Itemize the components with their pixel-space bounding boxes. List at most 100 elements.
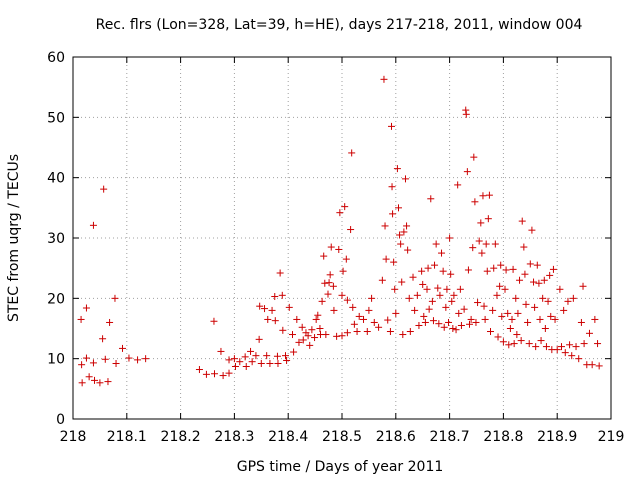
data-point <box>387 122 395 130</box>
data-point <box>375 323 383 331</box>
data-point <box>363 328 371 336</box>
data-point <box>382 255 390 263</box>
x-tick-label: 218.6 <box>376 429 416 445</box>
data-point <box>333 332 341 340</box>
data-point <box>577 318 585 326</box>
data-point <box>236 358 244 366</box>
data-point <box>533 261 541 269</box>
data-point <box>274 359 282 367</box>
data-point <box>530 278 538 286</box>
data-point <box>242 363 250 371</box>
data-point <box>338 332 346 340</box>
data-point <box>456 285 464 293</box>
data-point <box>339 267 347 275</box>
data-point <box>276 269 284 277</box>
data-point <box>271 293 279 301</box>
data-point <box>462 110 470 118</box>
data-point <box>278 291 286 299</box>
data-point <box>311 334 319 342</box>
data-point <box>338 291 346 299</box>
data-point <box>536 315 544 323</box>
data-point <box>419 280 427 288</box>
data-point <box>330 306 338 314</box>
data-point <box>427 195 435 203</box>
data-point <box>509 265 517 273</box>
data-point <box>349 303 357 311</box>
data-point <box>195 366 203 374</box>
data-point <box>594 340 602 348</box>
data-point <box>241 353 249 361</box>
data-point <box>483 267 491 275</box>
y-tick-label: 60 <box>47 50 65 66</box>
data-point <box>316 325 324 332</box>
x-tick-label: 218 <box>60 429 87 445</box>
data-point <box>494 333 502 341</box>
data-point <box>343 296 351 304</box>
data-point <box>512 294 520 302</box>
data-point <box>247 347 255 355</box>
data-point <box>320 252 328 260</box>
data-point <box>564 297 572 305</box>
data-point <box>231 363 239 371</box>
data-point <box>112 359 120 367</box>
data-point <box>540 276 548 284</box>
data-point <box>271 317 279 325</box>
data-point <box>539 294 547 302</box>
data-point <box>210 370 218 378</box>
x-tick-label: 218.2 <box>161 429 201 445</box>
data-point <box>588 361 596 369</box>
data-point <box>506 325 514 332</box>
data-point <box>542 343 550 351</box>
data-point <box>516 276 524 284</box>
data-point <box>425 305 433 313</box>
data-point <box>413 291 421 299</box>
data-point <box>502 266 510 274</box>
data-point <box>386 328 394 336</box>
data-point <box>106 318 114 326</box>
data-point <box>497 261 505 269</box>
data-point <box>396 231 404 239</box>
data-point <box>415 321 423 329</box>
data-point <box>314 311 322 319</box>
data-point <box>256 302 264 310</box>
data-point <box>470 153 478 161</box>
data-point <box>355 312 363 320</box>
data-point <box>405 294 413 302</box>
data-point <box>568 352 576 360</box>
data-point <box>479 192 487 200</box>
data-point <box>282 352 290 360</box>
data-point <box>518 217 526 225</box>
data-point <box>394 204 402 212</box>
data-point <box>273 352 281 360</box>
data-point <box>78 361 86 369</box>
data-point <box>531 303 539 311</box>
data-point <box>544 297 552 305</box>
data-point <box>252 352 260 360</box>
data-point <box>125 354 133 362</box>
x-tick-label: 218.8 <box>483 429 523 445</box>
data-point <box>393 165 401 173</box>
data-point <box>446 234 454 242</box>
data-point <box>248 358 256 366</box>
data-point <box>447 270 455 278</box>
data-point <box>118 344 126 352</box>
data-point <box>526 260 534 268</box>
data-point <box>490 264 498 272</box>
data-point <box>409 273 417 281</box>
y-tick-label: 40 <box>47 171 65 187</box>
data-point <box>520 243 528 251</box>
data-point <box>428 297 436 305</box>
data-point <box>295 338 303 346</box>
data-point <box>499 338 507 346</box>
data-point <box>380 75 388 83</box>
data-point <box>89 221 97 229</box>
data-point <box>535 279 543 287</box>
data-point <box>489 306 497 314</box>
data-point <box>326 271 334 279</box>
data-point <box>268 306 276 314</box>
data-point <box>442 303 450 311</box>
data-point <box>478 249 486 257</box>
data-point <box>89 359 97 367</box>
data-point <box>477 219 485 227</box>
